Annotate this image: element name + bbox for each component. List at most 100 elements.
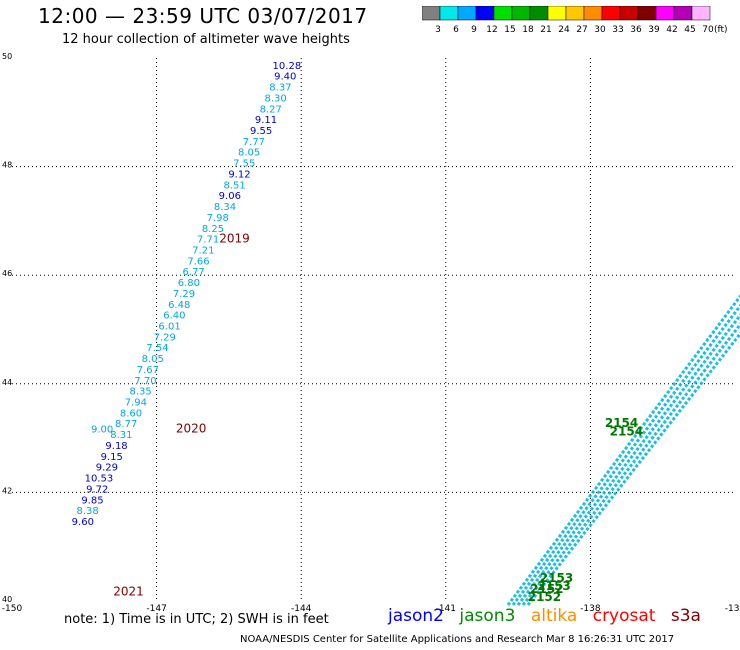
swh-value: 8.35	[130, 387, 152, 398]
x-tick-label: -135	[725, 604, 740, 614]
jason3-track-label: 2154	[610, 424, 643, 438]
swh-value: 7.70	[134, 376, 156, 387]
swh-value: 8.27	[260, 104, 282, 115]
colorbar-label: 3	[435, 25, 441, 35]
legend-cryosat: cryosat	[592, 606, 656, 626]
swh-value: 8.25	[202, 224, 224, 235]
swh-value: 7.66	[187, 256, 209, 267]
swh-value: 9.00	[91, 425, 113, 436]
swh-track-band	[511, 303, 740, 606]
colorbar-label: 21	[540, 25, 551, 35]
colorbar-label: 42	[666, 25, 677, 35]
swh-value: 6.48	[168, 300, 190, 311]
y-tick-label: 48	[2, 161, 12, 170]
swh-value: 8.05	[238, 148, 260, 159]
swh-value: 9.40	[274, 72, 296, 83]
swh-value: 8.60	[120, 408, 142, 419]
y-tick-label: 50	[2, 52, 12, 61]
colorbar-label: 24	[558, 25, 570, 35]
swh-value: 8.37	[269, 83, 291, 94]
swh-value: 6.40	[163, 311, 185, 322]
track-label: 2019	[219, 232, 250, 246]
swh-value: 9.18	[105, 441, 127, 452]
y-tick-label: 40	[2, 595, 12, 604]
jason3-track-label: 2153	[540, 571, 573, 585]
swh-value: 7.71	[197, 235, 219, 246]
y-tick-label: 42	[2, 486, 12, 495]
colorbar-label: 27	[576, 25, 587, 35]
legend-jason2: jason2	[388, 606, 444, 626]
swh-value: 9.11	[255, 115, 277, 126]
colorbar-label: 33	[612, 25, 623, 35]
legend-jason3: jason3	[459, 606, 516, 626]
colorbar-label: 39	[648, 25, 660, 35]
swh-value: 9.29	[96, 463, 118, 474]
x-tick-label: -144	[291, 604, 312, 614]
colorbar-label: 70	[702, 25, 714, 35]
swh-value: 10.53	[85, 474, 114, 485]
chart-title: 12:00 — 23:59 UTC 03/07/2017	[38, 4, 368, 28]
jason3-track-label: 2153	[537, 579, 570, 593]
swh-value: 7.54	[146, 343, 168, 354]
swh-value: 8.34	[214, 202, 236, 213]
jason3-track-label: 2154	[605, 416, 638, 430]
chart-subtitle: 12 hour collection of altimeter wave hei…	[62, 32, 350, 47]
swh-value: 6.01	[158, 322, 180, 333]
x-tick-label: -150	[2, 604, 23, 614]
y-tick-label: 46	[2, 269, 12, 278]
swh-value: 9.55	[250, 126, 272, 137]
color-scale-legend: 3 6 9 12 15 18 21 24 27 30 33 36 39 42 45 70 (ft)	[422, 6, 728, 35]
swh-value: 6.77	[183, 267, 205, 278]
satellite-legend: jason2 jason3 altika cryosat s3a	[388, 606, 711, 626]
swh-value: 7.55	[233, 159, 255, 170]
colorbar-label: 36	[630, 25, 642, 35]
swh-value: 8.05	[142, 354, 164, 365]
colorbar-label: 9	[471, 25, 477, 35]
swh-value: 7.67	[137, 365, 159, 376]
swh-value: 9.60	[72, 517, 94, 528]
swh-value: 10.28	[273, 61, 302, 72]
swh-value: 7.77	[243, 137, 265, 148]
jason3-track-label: 2152	[528, 590, 561, 604]
swh-value: 8.30	[264, 93, 286, 104]
swh-value: 7.94	[125, 398, 147, 409]
jason3-track-label: 2152	[530, 582, 563, 596]
colorbar-label: 30	[594, 25, 606, 35]
x-tick-label: -138	[580, 604, 601, 614]
swh-value: 8.51	[224, 180, 246, 191]
y-tick-label: 44	[2, 378, 12, 387]
swh-value: 9.12	[228, 169, 250, 180]
swh-value: 7.98	[207, 213, 229, 224]
swh-value: 8.77	[115, 419, 137, 430]
colorbar-label: 45	[684, 25, 695, 35]
track-label: 2021	[113, 585, 144, 599]
swh-value: 9.15	[101, 452, 123, 463]
legend-altika: altika	[530, 606, 578, 626]
swh-value: 7.21	[192, 245, 214, 256]
colorbar-swatch	[691, 6, 711, 21]
swh-value: 9.06	[219, 191, 241, 202]
swh-value: 8.38	[76, 506, 98, 517]
units-note: note: 1) Time is in UTC; 2) SWH is in fe…	[64, 612, 329, 627]
x-tick-label: -141	[436, 604, 456, 614]
colorbar-label: 15	[504, 25, 515, 35]
swh-value: 7.29	[154, 332, 176, 343]
swh-value: 8.31	[110, 430, 132, 441]
swh-value: 9.85	[81, 495, 103, 506]
colorbar-label: 6	[453, 25, 459, 35]
swh-track-band	[506, 294, 740, 606]
swh-value: 6.80	[178, 278, 200, 289]
credit-footer: NOAA/NESDIS Center for Satellite Applica…	[240, 634, 675, 645]
swh-value: 7.29	[173, 289, 195, 300]
track-label: 2020	[176, 422, 207, 436]
x-tick-label: -147	[146, 604, 166, 614]
colorbar-label: 12	[486, 25, 497, 35]
colorbar-label: 18	[522, 25, 534, 35]
colorbar-unit: (ft)	[714, 25, 728, 35]
swh-track-band	[516, 313, 740, 606]
swh-track-band	[521, 322, 740, 606]
legend-s3a: s3a	[670, 606, 701, 626]
swh-value: 9.72	[86, 484, 108, 495]
swh-track-band	[526, 331, 740, 606]
